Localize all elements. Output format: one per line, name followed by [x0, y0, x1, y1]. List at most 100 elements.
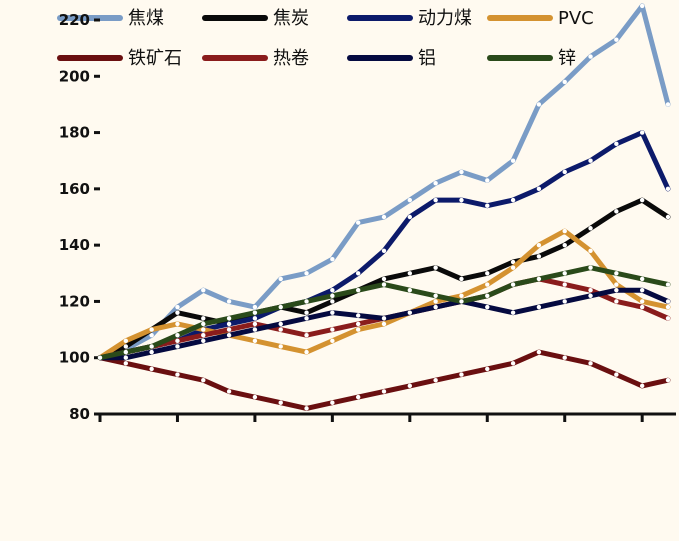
legend-item: 热卷	[202, 48, 309, 69]
data-point	[433, 181, 438, 186]
data-point	[614, 209, 619, 214]
data-point	[562, 355, 567, 360]
data-point	[201, 287, 206, 293]
legend-item: 锌	[487, 48, 576, 69]
data-point	[304, 310, 309, 315]
data-point	[330, 299, 335, 304]
data-point	[562, 271, 567, 276]
data-point	[536, 242, 542, 248]
y-axis: 80 100 120 140 160 180 200 220	[59, 11, 100, 423]
data-point	[588, 54, 593, 59]
data-point	[355, 271, 361, 276]
data-point	[304, 349, 309, 355]
data-point	[485, 178, 490, 183]
data-point	[433, 293, 438, 298]
data-point	[510, 310, 516, 315]
data-point	[588, 265, 593, 270]
data-point	[588, 248, 593, 253]
data-point	[614, 299, 619, 304]
data-point	[407, 383, 413, 389]
data-point	[149, 344, 154, 349]
data-point	[149, 366, 154, 372]
data-point	[201, 333, 206, 338]
data-point	[588, 287, 593, 293]
y-tick-label: 100	[59, 349, 90, 367]
y-tick-label: 80	[69, 405, 90, 423]
data-point	[330, 287, 335, 293]
data-point	[485, 304, 490, 310]
data-point	[149, 327, 154, 332]
legend-item: 焦煤	[57, 8, 164, 29]
data-point	[175, 344, 180, 349]
data-point	[510, 259, 516, 265]
data-point	[510, 361, 516, 366]
legend-item: 铝	[347, 48, 436, 69]
legend-label: 焦炭	[273, 8, 309, 29]
series-7	[97, 265, 671, 361]
legend-label: 热卷	[273, 48, 309, 69]
data-point	[355, 220, 361, 225]
data-point	[639, 130, 645, 135]
data-point	[123, 349, 129, 355]
y-tick-label: 160	[59, 180, 90, 198]
data-point	[226, 333, 232, 338]
data-point	[252, 310, 258, 315]
series-line	[97, 349, 671, 411]
data-point	[226, 321, 232, 327]
data-point	[355, 327, 361, 332]
data-point	[459, 197, 464, 203]
data-point	[665, 316, 671, 321]
data-point	[381, 276, 387, 282]
legend-item: 铁矿石	[57, 48, 182, 69]
legend-label: 动力煤	[418, 8, 472, 29]
data-point	[278, 344, 283, 349]
data-point	[562, 299, 567, 304]
data-point	[278, 327, 283, 332]
data-point	[252, 338, 258, 344]
data-point	[665, 299, 671, 304]
data-point	[330, 327, 335, 332]
data-point	[459, 293, 464, 298]
data-point	[510, 197, 516, 203]
data-point	[665, 378, 671, 383]
data-point	[665, 304, 671, 310]
data-point	[381, 248, 387, 253]
data-point	[252, 304, 258, 310]
data-point	[485, 203, 490, 208]
data-point	[639, 276, 645, 282]
data-point	[665, 102, 671, 107]
data-point	[407, 271, 413, 276]
series-0	[97, 3, 671, 361]
data-point	[536, 349, 542, 355]
data-point	[562, 228, 567, 234]
data-point	[304, 271, 309, 276]
data-point	[201, 378, 206, 383]
data-point	[97, 355, 103, 360]
data-point	[536, 254, 542, 259]
data-point	[175, 372, 180, 377]
legend-label: PVC	[558, 8, 594, 29]
legend-item: 动力煤	[347, 8, 472, 29]
legend-item: PVC	[487, 8, 594, 29]
data-point	[149, 349, 154, 355]
legend-label: 锌	[558, 48, 576, 69]
data-point	[639, 383, 645, 389]
data-point	[459, 169, 464, 175]
data-point	[407, 197, 413, 203]
data-point	[123, 361, 129, 366]
data-point	[123, 344, 129, 349]
data-point	[175, 333, 180, 338]
data-point	[639, 287, 645, 293]
data-point	[536, 186, 542, 192]
y-tick-label: 140	[59, 236, 90, 254]
data-point	[278, 304, 283, 310]
data-point	[355, 313, 361, 318]
legend-label: 铝	[418, 48, 436, 69]
data-point	[459, 276, 464, 282]
legend-label: 焦煤	[128, 8, 164, 29]
series-4	[97, 349, 671, 411]
legend: 焦煤 焦炭 动力煤 PVC 铁矿石 热卷 铝 锌	[57, 8, 594, 69]
data-point	[304, 316, 309, 321]
data-point	[381, 316, 387, 321]
